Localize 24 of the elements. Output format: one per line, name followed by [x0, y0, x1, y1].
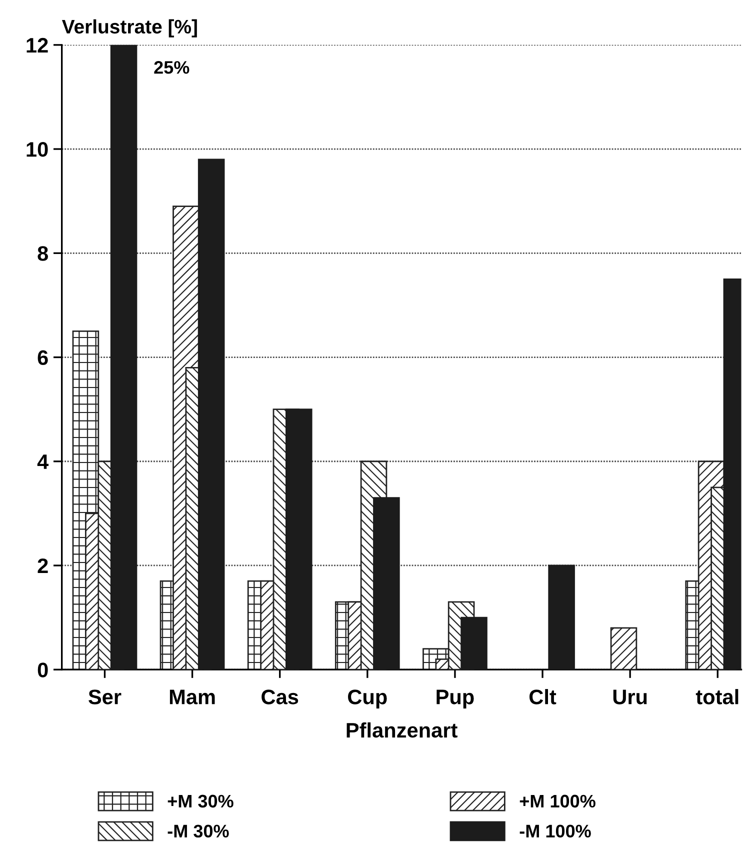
y-tick-label: 12 [26, 38, 48, 52]
y-tick-label: 4 [37, 454, 49, 469]
x-axis-title: Pflanzenart [346, 722, 458, 738]
x-tick-label: Cup [348, 690, 387, 708]
bar [610, 627, 638, 670]
legend-label: -M 100% [520, 824, 591, 838]
y-tick-label: 6 [38, 350, 48, 366]
y-tick-label: 10 [26, 142, 48, 157]
x-tick-label: Clt [529, 689, 556, 704]
x-tick-label: Ser [88, 690, 122, 704]
y-tick-label: 0 [38, 662, 48, 678]
legend-label: +M 100% [520, 794, 596, 808]
y-tick-label: 2 [38, 558, 48, 574]
y-axis-title: Verlustrate [%] [62, 19, 197, 38]
legend-label: +M 30% [168, 794, 234, 808]
x-tick-label: Mam [170, 690, 215, 704]
annotation: 25% [154, 61, 190, 74]
x-tick-label: Cas [262, 690, 298, 704]
y-tick-label: 8 [38, 246, 48, 261]
bar [548, 564, 575, 670]
x-tick-label: Pup [436, 690, 474, 708]
legend-label: -M 30% [168, 824, 229, 838]
x-tick-label: Uru [613, 690, 647, 704]
x-tick-label: total [696, 689, 738, 704]
